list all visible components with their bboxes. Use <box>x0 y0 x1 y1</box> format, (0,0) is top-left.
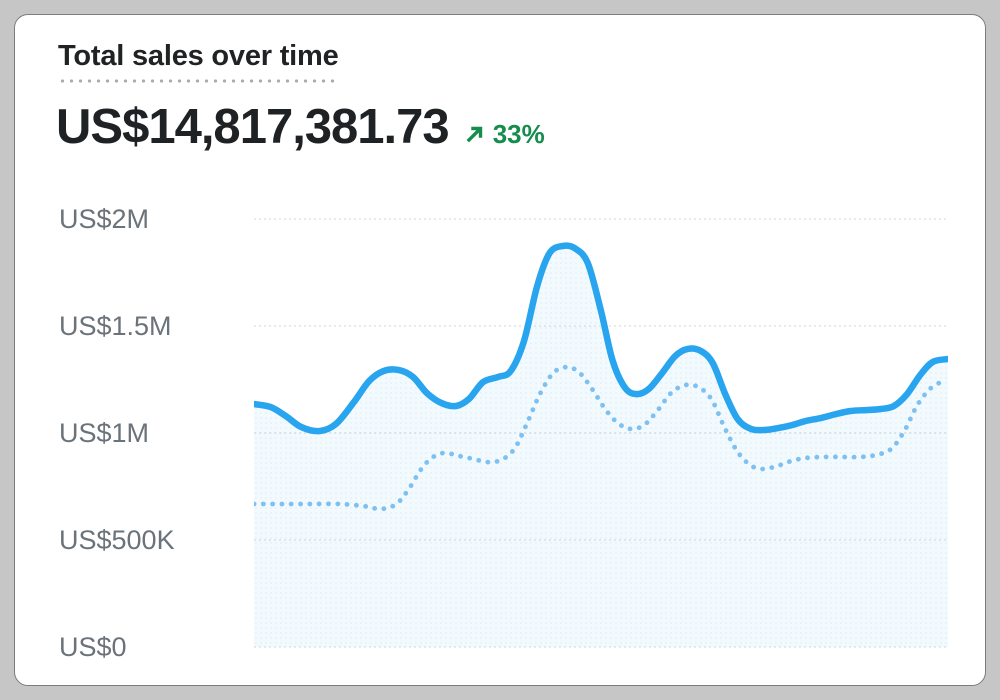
total-sales-card: Total sales over time US$14,817,381.73 3… <box>14 14 986 686</box>
card-title[interactable]: Total sales over time <box>58 39 339 83</box>
current-period-line <box>254 242 948 435</box>
previous-period-line <box>254 364 946 512</box>
y-axis-label: US$500K <box>59 525 175 555</box>
y-axis-label: US$1.5M <box>59 311 172 341</box>
y-axis-label: US$2M <box>59 204 150 234</box>
y-axis-label: US$1M <box>59 418 150 448</box>
total-sales-value: US$14,817,381.73 <box>56 100 450 154</box>
trend-badge: 33% <box>464 119 545 150</box>
y-axis-label: US$0 <box>59 632 127 662</box>
kpi-row: US$14,817,381.73 33% <box>56 99 545 155</box>
change-percent: 33% <box>492 119 545 149</box>
sales-line-chart[interactable] <box>254 191 948 661</box>
trend-up-arrow-icon <box>466 126 482 143</box>
sales-area-fill <box>254 245 948 647</box>
